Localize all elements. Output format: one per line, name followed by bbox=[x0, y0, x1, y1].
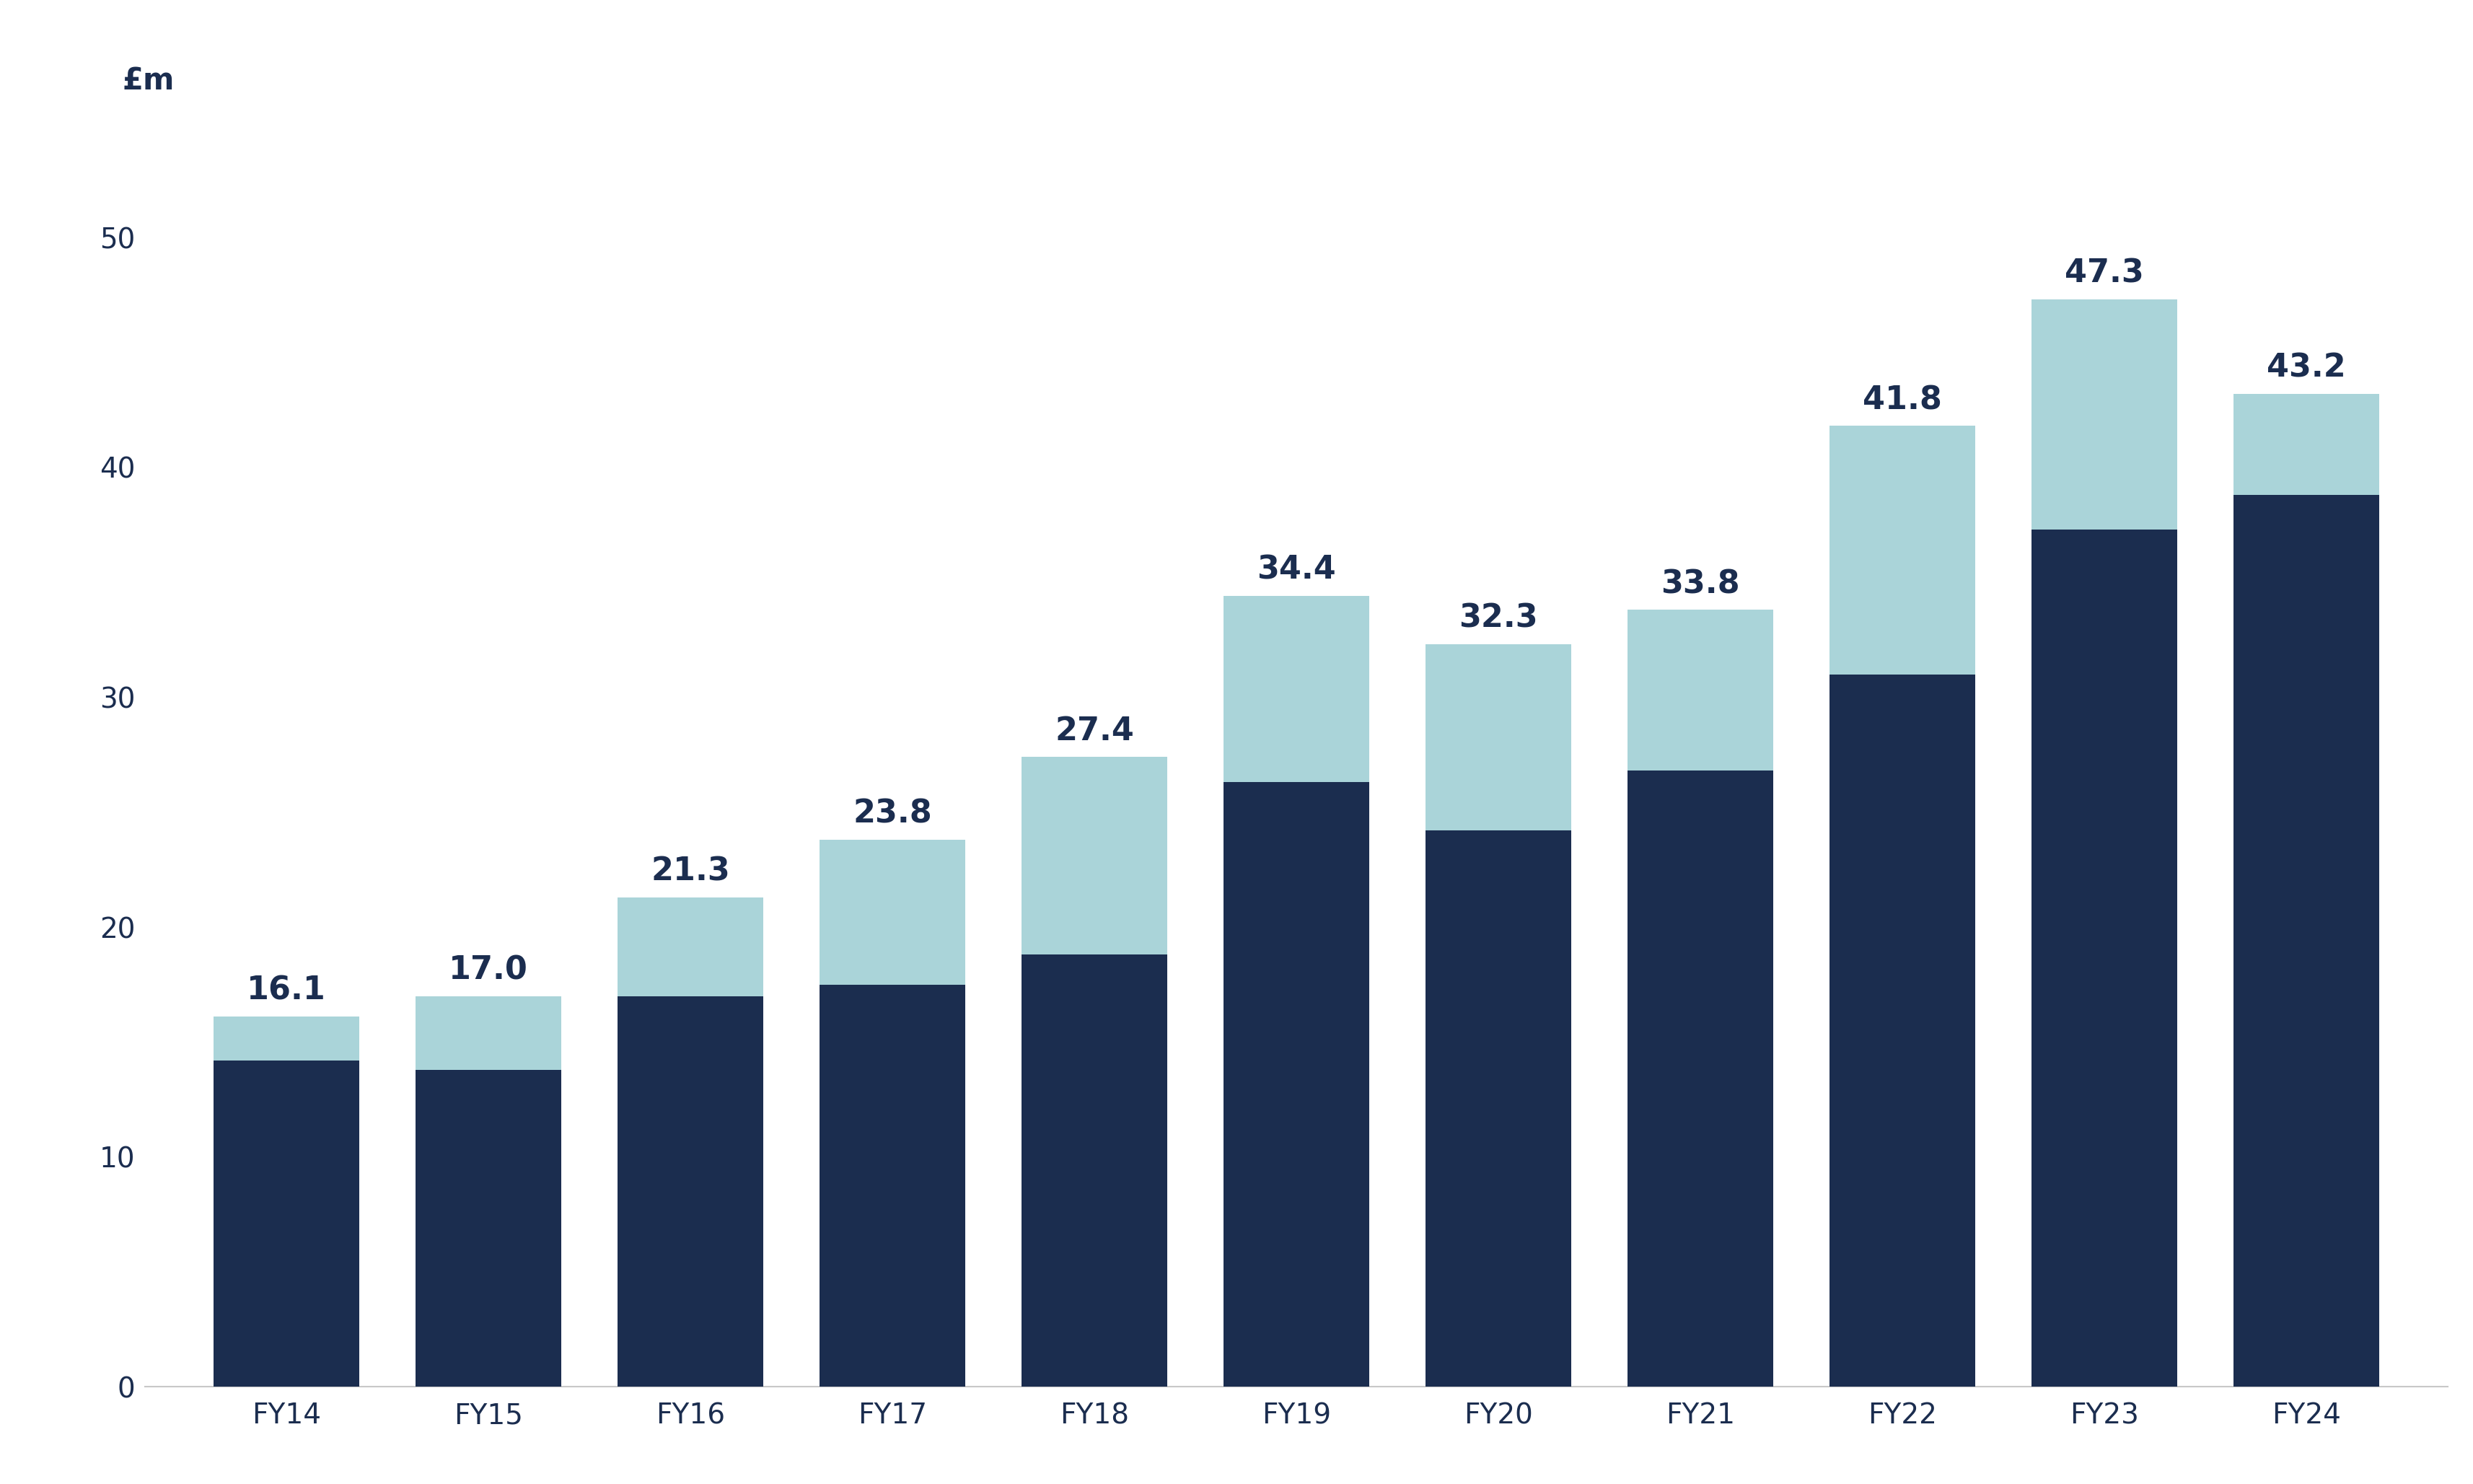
Bar bbox=[1224, 597, 1370, 782]
Bar bbox=[819, 840, 964, 984]
Bar bbox=[1627, 610, 1773, 770]
Bar bbox=[1830, 426, 1976, 674]
Text: 34.4: 34.4 bbox=[1256, 555, 1335, 586]
Bar bbox=[1427, 831, 1570, 1388]
Bar bbox=[1224, 782, 1370, 1388]
Text: 16.1: 16.1 bbox=[247, 975, 326, 1006]
Text: 21.3: 21.3 bbox=[650, 856, 730, 887]
Bar bbox=[2033, 530, 2176, 1388]
Bar bbox=[213, 1061, 359, 1388]
Bar bbox=[213, 1017, 359, 1061]
Text: £m: £m bbox=[121, 65, 173, 96]
Text: 23.8: 23.8 bbox=[853, 798, 932, 830]
Bar bbox=[2033, 300, 2176, 530]
Text: 27.4: 27.4 bbox=[1056, 715, 1135, 746]
Bar bbox=[415, 996, 561, 1070]
Text: 17.0: 17.0 bbox=[448, 954, 529, 985]
Bar bbox=[1021, 757, 1167, 954]
Bar bbox=[1021, 954, 1167, 1388]
Bar bbox=[1830, 674, 1976, 1388]
Text: 32.3: 32.3 bbox=[1459, 603, 1538, 634]
Bar bbox=[2233, 496, 2379, 1388]
Bar bbox=[1627, 770, 1773, 1388]
Bar bbox=[618, 898, 764, 996]
Bar bbox=[415, 1070, 561, 1388]
Bar bbox=[618, 996, 764, 1388]
Bar bbox=[2233, 393, 2379, 496]
Bar bbox=[819, 984, 964, 1388]
Text: 41.8: 41.8 bbox=[1862, 384, 1941, 416]
Bar bbox=[1427, 644, 1570, 831]
Text: 33.8: 33.8 bbox=[1662, 568, 1741, 600]
Text: 43.2: 43.2 bbox=[2268, 353, 2347, 383]
Text: 47.3: 47.3 bbox=[2065, 258, 2144, 289]
